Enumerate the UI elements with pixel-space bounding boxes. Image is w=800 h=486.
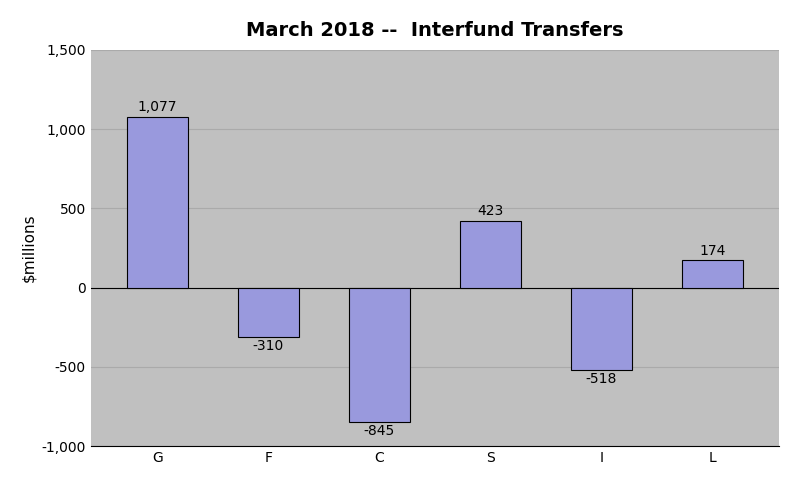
Bar <box>460 221 521 288</box>
Bar <box>571 288 632 370</box>
Bar <box>682 260 743 288</box>
Text: -518: -518 <box>586 372 617 386</box>
Text: -310: -310 <box>253 339 284 353</box>
Text: 1,077: 1,077 <box>138 101 177 114</box>
Bar <box>126 117 188 288</box>
Y-axis label: $millions: $millions <box>21 214 36 282</box>
Text: 174: 174 <box>699 243 726 258</box>
Bar <box>238 288 299 337</box>
Text: -845: -845 <box>364 424 395 438</box>
Bar <box>349 288 410 422</box>
Text: 423: 423 <box>478 204 503 218</box>
Title: March 2018 --  Interfund Transfers: March 2018 -- Interfund Transfers <box>246 21 624 40</box>
